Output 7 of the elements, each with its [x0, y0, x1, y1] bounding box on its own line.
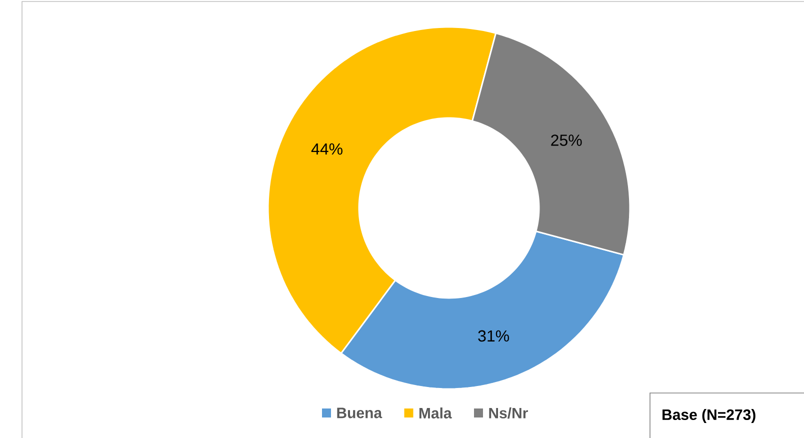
legend-label: Mala — [419, 407, 452, 418]
data-label: 31% — [478, 330, 509, 342]
data-label: 44% — [311, 143, 342, 155]
data-label: 25% — [551, 134, 582, 146]
legend-label: Buena — [337, 408, 382, 418]
legend-label: Ns/Nr — [489, 407, 528, 419]
text: Base (N=273) — [662, 408, 756, 423]
